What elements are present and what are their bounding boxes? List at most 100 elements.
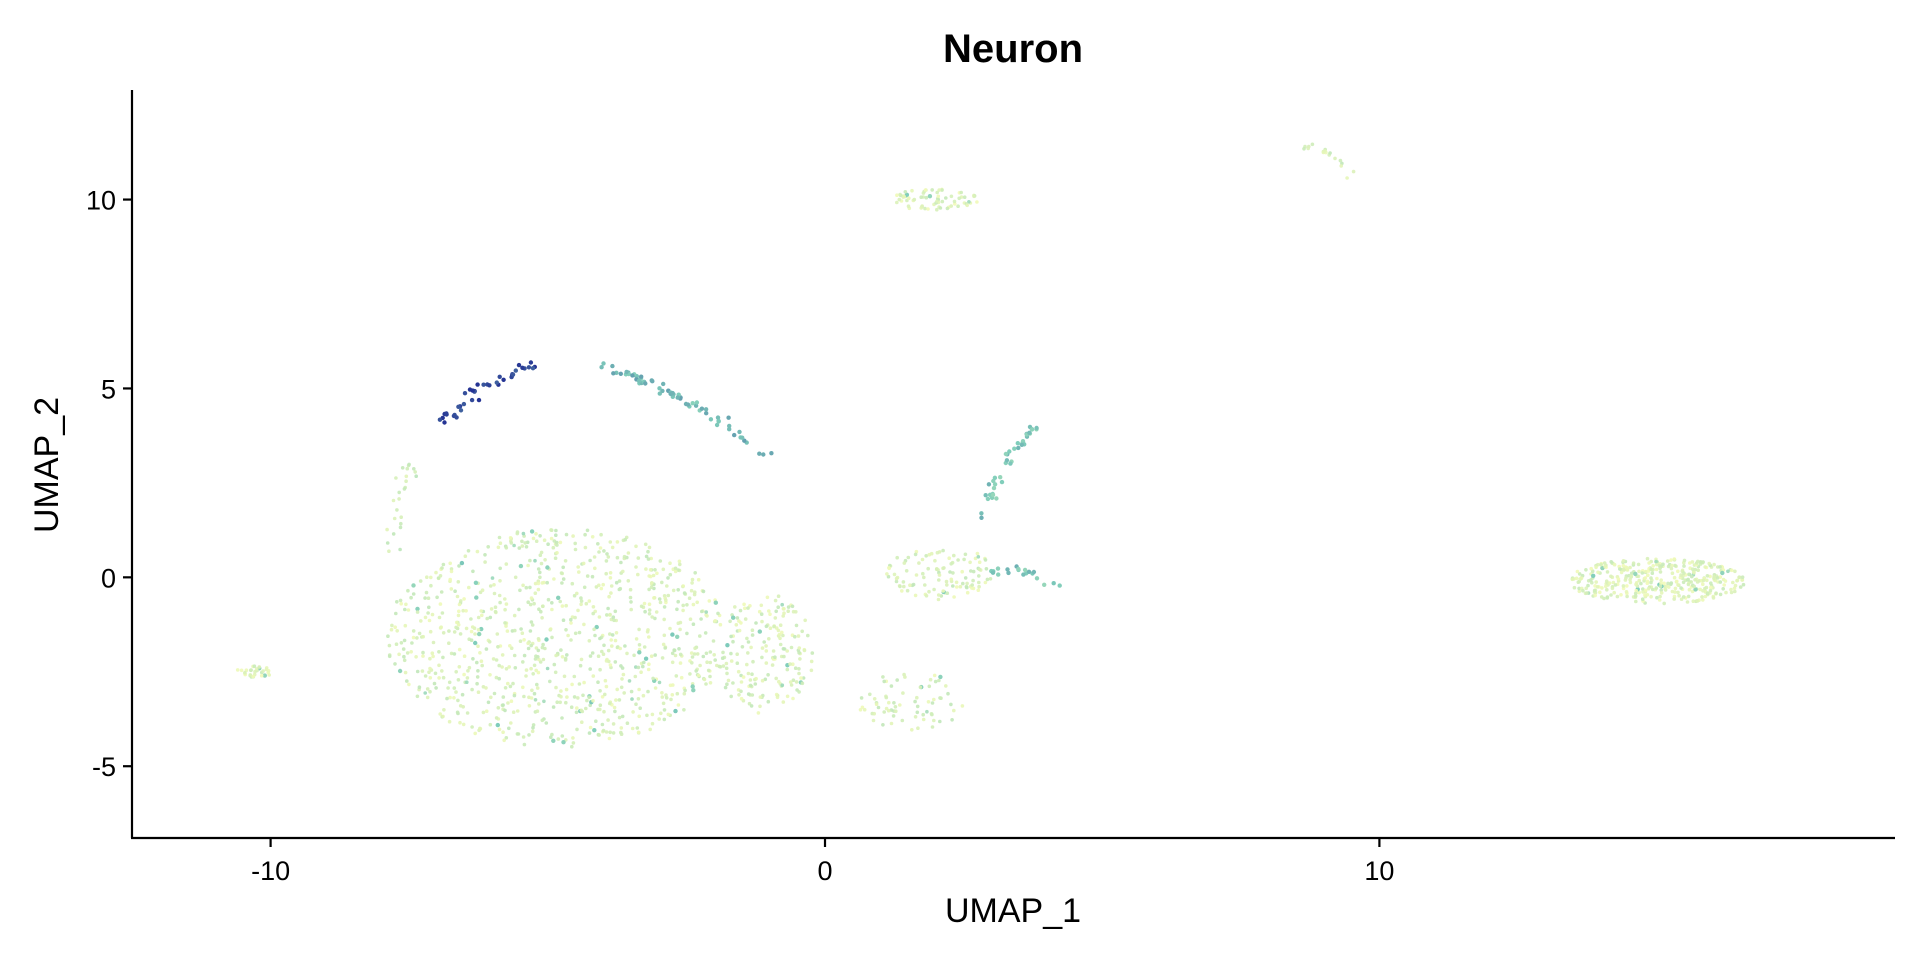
scatter-point — [735, 616, 740, 620]
scatter-point — [522, 742, 527, 747]
scatter-point — [582, 680, 586, 685]
scatter-point — [628, 587, 633, 592]
scatter-point — [442, 708, 446, 712]
scatter-point — [773, 598, 778, 603]
scatter-point — [465, 676, 470, 680]
scatter-point — [440, 611, 445, 615]
scatter-point — [912, 197, 917, 202]
scatter-point — [569, 621, 573, 625]
scatter-point — [913, 552, 918, 557]
scatter-point — [386, 634, 390, 638]
scatter-point — [937, 188, 941, 192]
scatter-point — [973, 556, 978, 561]
scatter-point — [405, 679, 409, 683]
scatter-point — [432, 681, 437, 686]
scatter-point — [1681, 580, 1686, 585]
scatter-point — [579, 602, 583, 607]
scatter-point — [688, 617, 693, 621]
scatter-point — [559, 689, 563, 693]
scatter-point — [494, 716, 499, 720]
scatter-point — [892, 701, 896, 705]
scatter-point — [895, 678, 899, 682]
scatter-point — [606, 606, 610, 611]
scatter-point — [650, 581, 654, 585]
scatter-point — [1695, 580, 1700, 584]
scatter-point — [545, 666, 550, 671]
scatter-point — [677, 647, 681, 651]
scatter-point — [447, 629, 451, 633]
scatter-point — [1007, 449, 1012, 454]
scatter-point — [576, 608, 580, 613]
scatter-point — [1659, 578, 1663, 582]
scatter-point — [735, 652, 739, 656]
scatter-point — [983, 493, 988, 498]
scatter-point — [439, 590, 444, 594]
scatter-point — [615, 687, 619, 692]
scatter-point — [1628, 577, 1632, 582]
scatter-point — [1673, 590, 1677, 594]
scatter-point — [545, 565, 550, 570]
scatter-point — [517, 607, 521, 612]
scatter-point — [749, 645, 753, 650]
scatter-point — [584, 601, 589, 606]
scatter-point — [546, 542, 550, 546]
scatter-point — [402, 638, 407, 643]
scatter-point — [600, 649, 604, 654]
scatter-point — [560, 581, 564, 585]
scatter-point — [1645, 593, 1650, 597]
scatter-point — [529, 643, 533, 648]
scatter-point — [522, 638, 526, 642]
scatter-point — [1650, 587, 1655, 592]
scatter-point — [428, 689, 432, 694]
scatter-point — [690, 661, 694, 665]
scatter-point — [796, 634, 801, 638]
scatter-point — [691, 622, 696, 626]
scatter-point — [985, 496, 991, 502]
scatter-point — [496, 545, 501, 550]
scatter-point — [533, 581, 538, 586]
scatter-point — [445, 696, 449, 701]
scatter-point — [653, 653, 657, 657]
scatter-point — [447, 680, 452, 685]
scatter-point — [563, 658, 568, 662]
scatter-point — [1012, 446, 1017, 451]
scatter-point — [529, 596, 534, 600]
scatter-point — [665, 584, 669, 588]
scatter-point — [503, 597, 507, 601]
scatter-point — [457, 602, 462, 607]
scatter-point — [716, 611, 720, 616]
scatter-point — [447, 641, 451, 645]
scatter-point — [470, 388, 475, 393]
scatter-point — [576, 565, 580, 569]
scatter-point — [797, 646, 802, 650]
scatter-point — [478, 727, 483, 731]
scatter-point — [531, 536, 536, 541]
scatter-point — [913, 699, 917, 704]
scatter-point — [465, 711, 470, 715]
scatter-point — [406, 588, 410, 593]
scatter-point — [766, 673, 770, 677]
scatter-point — [469, 397, 475, 403]
scatter-point — [727, 423, 732, 429]
scatter-point — [423, 615, 428, 620]
scatter-point — [555, 551, 559, 555]
scatter-point — [937, 678, 941, 683]
scatter-point — [639, 604, 644, 609]
scatter-point — [731, 639, 735, 644]
scatter-point — [466, 669, 470, 673]
scatter-point — [1662, 581, 1666, 586]
scatter-point — [781, 614, 785, 618]
scatter-point — [935, 207, 939, 212]
scatter-point — [721, 664, 726, 668]
scatter-point — [675, 634, 680, 639]
scatter-point — [1577, 572, 1582, 576]
scatter-point — [492, 583, 496, 587]
scatter-point — [1718, 575, 1723, 579]
scatter-point — [1609, 560, 1613, 564]
scatter-point — [1015, 441, 1020, 446]
scatter-point — [1682, 564, 1686, 568]
scatter-point — [1628, 565, 1632, 570]
scatter-point — [1659, 581, 1663, 585]
scatter-point — [580, 709, 585, 714]
scatter-point — [967, 200, 971, 204]
